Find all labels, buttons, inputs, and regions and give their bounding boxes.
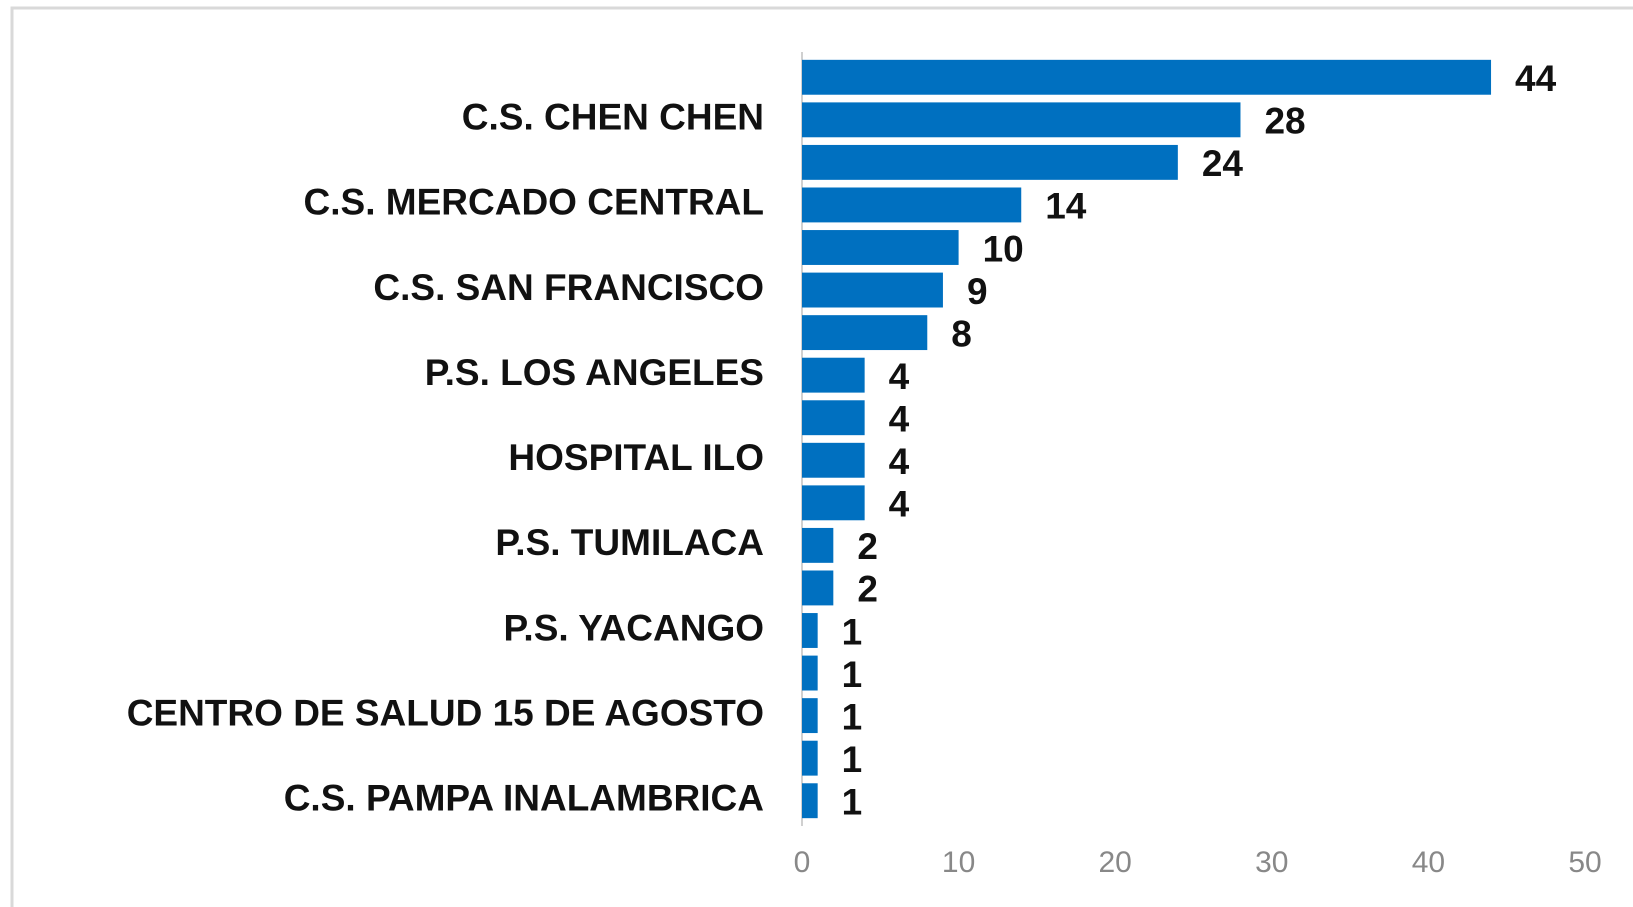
bar [802,783,818,819]
bar [802,570,834,606]
bar [802,527,834,563]
y-tick-label: C.S. SAN FRANCISCO [373,267,764,308]
data-label: 4 [889,356,910,397]
bar [802,485,865,521]
bar [802,59,1492,95]
y-tick-label: C.S. CHEN CHEN [462,97,764,138]
data-label: 28 [1264,101,1305,142]
bar [802,144,1178,180]
y-tick-label: CENTRO DE SALUD 15 DE AGOSTO [127,692,764,733]
data-label: 2 [857,569,878,610]
bar [802,272,943,308]
bar [802,442,865,478]
y-tick-label: C.S. MERCADO CENTRAL [304,182,764,223]
x-tick-label: 20 [1099,846,1132,879]
data-label: 2 [857,526,878,567]
data-label: 1 [842,782,863,823]
y-tick-label: P.S. LOS ANGELES [425,352,764,393]
bar [802,613,818,648]
data-label: 4 [889,441,910,482]
bar [802,655,818,691]
data-label: 44 [1515,58,1557,99]
bar [802,357,865,393]
x-tick-label: 0 [794,846,811,879]
y-tick-label: C.S. PAMPA INALAMBRICA [284,778,764,819]
bar [802,230,959,265]
data-label: 1 [842,739,863,780]
y-tick-label: P.S. YACANGO [504,607,764,648]
data-label: 10 [983,228,1024,269]
data-label: 1 [842,611,863,652]
data-label: 14 [1045,186,1087,227]
bar [802,315,928,351]
x-tick-label: 10 [942,846,975,879]
y-tick-label: HOSPITAL ILO [508,437,764,478]
data-label: 24 [1202,143,1244,184]
bar [802,187,1022,223]
bar [802,740,818,776]
x-tick-label: 50 [1568,846,1601,879]
bar [802,698,818,734]
data-label: 4 [889,484,910,525]
x-tick-label: 30 [1255,846,1288,879]
data-label: 4 [889,399,910,440]
y-tick-label: P.S. TUMILACA [495,522,764,563]
data-label: 1 [842,696,863,737]
x-tick-label: 40 [1412,846,1445,879]
data-label: 8 [951,313,972,354]
bar [802,400,865,436]
bar [802,102,1241,138]
data-label: 1 [842,654,863,695]
data-label: 9 [967,271,988,312]
